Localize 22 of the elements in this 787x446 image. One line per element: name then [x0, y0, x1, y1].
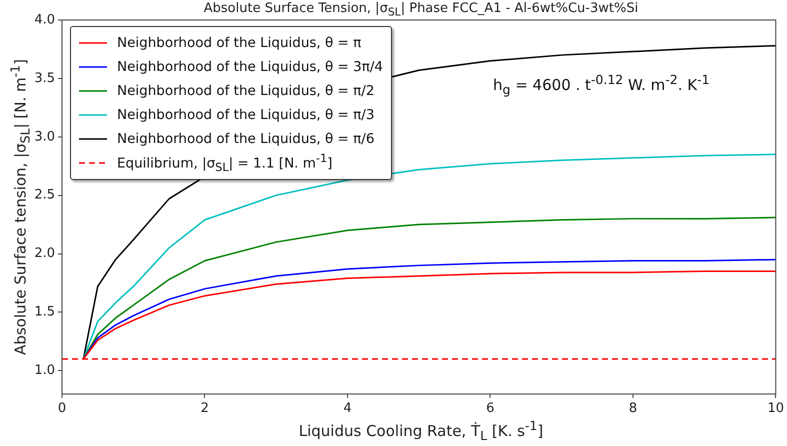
x-tick-label: 0	[58, 401, 66, 416]
y-tick-label: 3.0	[34, 129, 55, 144]
x-tick-label: 2	[200, 401, 209, 416]
x-tick-label: 6	[486, 401, 494, 416]
legend-label: Neighborhood of the Liquidus, θ = 3π/4	[117, 59, 384, 75]
y-tick-label: 4.0	[34, 12, 55, 28]
y-tick-label: 2.5	[34, 188, 55, 203]
y-tick-label: 1.0	[34, 363, 55, 378]
legend-label: Neighborhood of the Liquidus, θ = π/6	[117, 131, 374, 147]
annotation: h$_{g}$ = 4600 . t$^{-0.12}$ W. m$^{-2}$. K$^{-1}$	[493, 72, 710, 97]
x-axis-title: Liquidus Cooling Rate, Ṫ$_{L}$ [K. s$^{-1}$]	[298, 418, 544, 443]
y-tick-label: 1.5	[34, 304, 55, 320]
y-tick-label: 2.0	[34, 246, 55, 262]
x-tick-label: 10	[767, 401, 784, 416]
legend-label: Neighborhood of the Liquidus, θ = π/3	[117, 107, 374, 123]
legend-label: Equilibrium, |σ$_{SL}$| = 1.1 [N. m$^{-1}$]	[117, 152, 332, 174]
x-tick-label: 8	[628, 401, 638, 416]
legend-label: Neighborhood of the Liquidus, θ = π	[117, 35, 362, 51]
x-tick-label: 4	[343, 401, 352, 416]
chart-title: Absolute Surface Tension, |σ$_{SL}$| Phase FCC_A1 - Al-6wt%Cu-3wt%Si	[202, 1, 640, 19]
legend-label: Neighborhood of the Liquidus, θ = π/2	[117, 83, 374, 99]
y-tick-label: 3.5	[34, 70, 55, 86]
